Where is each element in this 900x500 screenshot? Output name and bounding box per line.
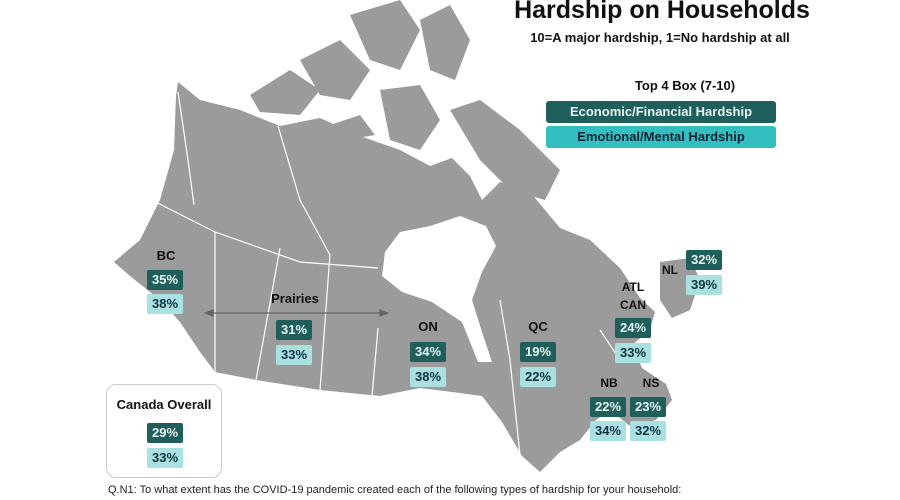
survey-question: Q.N1: To what extent has the COVID-19 pa… [108, 484, 682, 496]
overall-label: Canada Overall [116, 397, 212, 412]
hudson-bay [382, 216, 496, 362]
nb-emotional: 34% [590, 421, 626, 441]
atl-economic: 24% [615, 318, 651, 338]
canada-overall-panel: Canada Overall 29% 33% [106, 384, 222, 478]
region-label-bc: BC [156, 248, 176, 263]
overall-economic: 29% [147, 423, 183, 443]
region-label-prairies: Prairies [271, 291, 319, 306]
on-economic: 34% [410, 342, 446, 362]
prairies-economic: 31% [276, 320, 312, 340]
legend-heading: Top 4 Box (7-10) [634, 78, 736, 93]
nl-emotional: 39% [686, 275, 722, 295]
province-borders [115, 91, 621, 456]
legend-economic: Economic/Financial Hardship [546, 101, 776, 123]
prairies-emotional: 33% [276, 345, 312, 365]
region-label-atl-line2: CAN [620, 298, 646, 312]
legend-emotional: Emotional/Mental Hardship [546, 126, 776, 148]
on-emotional: 38% [410, 367, 446, 387]
nb-economic: 22% [590, 397, 626, 417]
region-label-nb: NB [600, 376, 618, 390]
region-label-qc: QC [528, 319, 548, 334]
ns-emotional: 32% [630, 421, 666, 441]
region-label-ns: NS [642, 376, 660, 390]
region-label-atl-line1: ATL [621, 280, 645, 294]
page-subtitle: 10=A major hardship, 1=No hardship at al… [530, 30, 790, 45]
bc-economic: 35% [147, 270, 183, 290]
prairies-arrow [203, 309, 390, 317]
nl-economic: 32% [686, 250, 722, 270]
qc-economic: 19% [520, 342, 556, 362]
region-label-nl: NL [662, 263, 678, 277]
atl-emotional: 33% [615, 343, 651, 363]
overall-emotional: 33% [147, 448, 183, 468]
bc-emotional: 38% [147, 294, 183, 314]
page-title: Hardship on Households [514, 0, 810, 24]
region-label-on: ON [418, 319, 438, 334]
qc-emotional: 22% [520, 367, 556, 387]
ns-economic: 23% [630, 397, 666, 417]
